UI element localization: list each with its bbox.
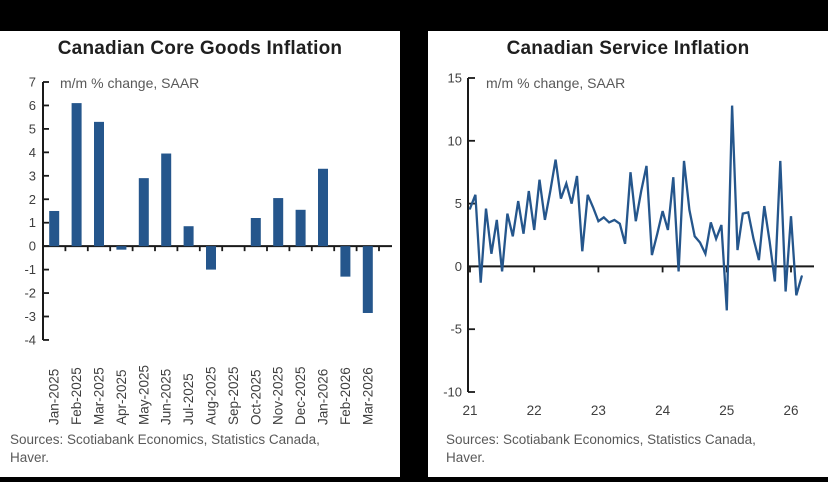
bar: [49, 210, 60, 247]
y-tick-label: 0: [29, 239, 36, 254]
service-panel: 15 10 5 0 -5 -10 21 22 23 24 25 26 Canadian Service…: [428, 31, 828, 477]
x-tick-label: Nov-2025: [271, 366, 286, 425]
y-tick-label: 6: [29, 98, 36, 113]
service-title: Canadian Service Inflation: [506, 38, 750, 59]
x-tick-label: Jun-2025: [159, 369, 174, 425]
source-line-2: Haver.: [446, 450, 486, 465]
service-source: Sources: Scotiabank Economics, Statistic…: [446, 431, 828, 467]
data-line: [468, 105, 803, 311]
y-tick-label: -10: [443, 385, 462, 400]
y-tick-label: -1: [24, 262, 36, 277]
y-tick-label: 5: [29, 121, 36, 136]
x-tick-label: Dec-2025: [293, 366, 308, 425]
x-tick-label: Oct-2025: [248, 369, 263, 425]
y-tick-label: 3: [29, 168, 36, 183]
y-tick-label: 7: [29, 75, 36, 90]
x-tick-label: Apr-2025: [114, 369, 129, 425]
bar: [295, 209, 306, 247]
core-goods-title: Canadian Core Goods Inflation: [57, 38, 343, 59]
bar: [206, 246, 216, 270]
bar: [116, 246, 127, 250]
y-tick-label: 2: [29, 192, 36, 207]
core-goods-subtitle: m/m % change, SAAR: [60, 75, 200, 91]
core-goods-panel: 7 6 5 4 3 2 1 0 -1 -2 -3 -4 Jan-2025 Feb-2025 Mar-2025…: [0, 31, 400, 477]
x-tick-label: Mar-2025: [92, 367, 107, 425]
y-tick-label: 15: [448, 71, 462, 86]
y-tick-label: -3: [24, 309, 36, 324]
x-tick-label: 24: [655, 403, 671, 418]
y-tick-label: 1: [29, 215, 36, 230]
x-tick-label: Sep-2025: [226, 366, 241, 425]
x-tick-label: 25: [719, 403, 734, 418]
bar: [94, 121, 104, 247]
x-tick-label: 23: [591, 403, 606, 418]
bar: [161, 153, 172, 247]
y-tick-label: 5: [455, 196, 462, 211]
core-goods-source: Sources: Scotiabank Economics, Statistic…: [10, 431, 395, 467]
x-tick-label: Feb-2026: [338, 367, 353, 425]
bar: [138, 178, 149, 247]
x-tick-label: Jan-2025: [47, 369, 62, 425]
source-line-1: Sources: Scotiabank Economics, Statistic…: [446, 432, 756, 447]
y-tick-label: 4: [29, 145, 36, 160]
x-tick-label: Mar-2026: [360, 367, 375, 425]
x-tick-label: 26: [783, 403, 798, 418]
bar: [340, 246, 351, 277]
bar: [71, 103, 82, 247]
y-tick-label: 0: [455, 259, 462, 274]
y-tick-label: -5: [450, 322, 462, 337]
bar: [273, 198, 284, 247]
bar: [318, 168, 328, 247]
core-goods-bar-chart: 7 6 5 4 3 2 1 0 -1 -2 -3 -4 Jan-2025 Feb-2025 Mar-2025…: [24, 75, 392, 425]
x-tick-label: Jul-2025: [181, 373, 196, 425]
x-tick-label: 21: [462, 403, 477, 418]
bar: [183, 226, 194, 247]
source-line-1: Sources: Scotiabank Economics, Statistic…: [10, 432, 320, 447]
service-subtitle: m/m % change, SAAR: [486, 75, 626, 91]
x-tick-label: Aug-2025: [204, 366, 219, 425]
panel-divider: [400, 0, 428, 482]
x-tick-label: May-2025: [136, 365, 151, 425]
y-tick-label: 10: [448, 133, 462, 148]
x-tick-label: Feb-2025: [69, 367, 84, 425]
source-line-2: Haver.: [10, 450, 50, 465]
bar: [362, 246, 373, 313]
y-tick-label: -2: [24, 286, 36, 301]
y-tick-label: -4: [24, 332, 36, 347]
x-tick-label: 22: [527, 403, 542, 418]
x-tick-label: Jan-2026: [316, 369, 331, 425]
bar: [250, 218, 261, 247]
